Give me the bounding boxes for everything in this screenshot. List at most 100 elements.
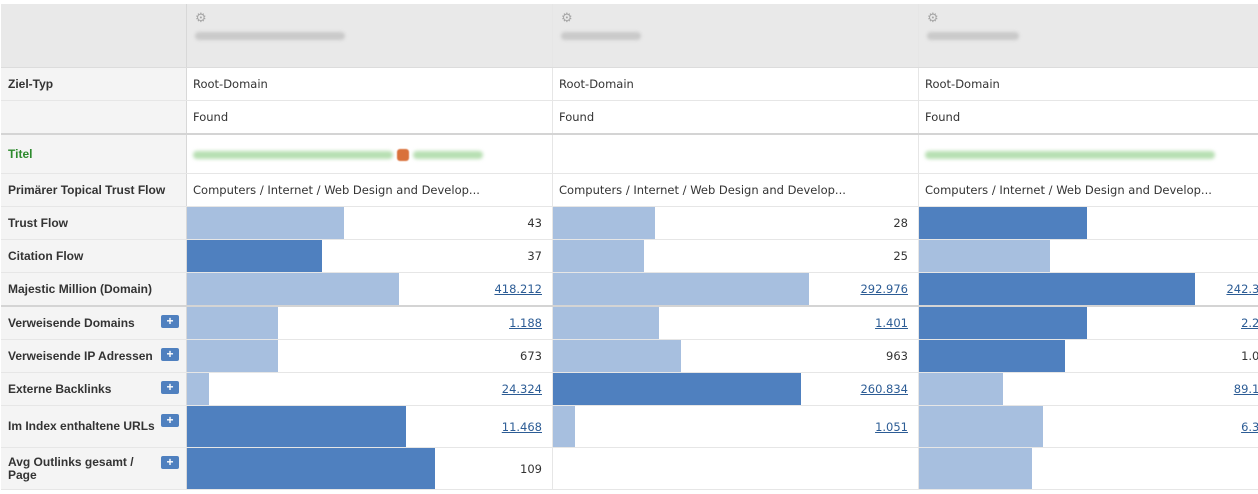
expand-plus-button[interactable]: + [161,414,179,427]
metric-value: 43 [527,216,542,230]
row-label: Titel [1,133,187,174]
metric-bar [919,448,1033,489]
domain-name-redacted[interactable] [195,32,345,40]
metric-cell: 89.149 [918,372,1258,406]
row-label-empty [1,100,187,135]
topical-value: Computers / Internet / Web Design and De… [552,173,919,207]
metric-link[interactable]: 11.468 [501,419,542,434]
metric-bar [187,340,279,372]
metric-cell: 50 [918,447,1258,490]
expand-plus-button[interactable]: + [161,315,179,328]
row-label: Citation Flow [1,239,187,273]
metric-bar [187,240,323,272]
row-label: Im Index enthaltene URLs [8,419,155,433]
expand-plus-button[interactable]: + [161,381,179,394]
row-label-cell: Externe Backlinks + [1,372,187,406]
row-primary-topical-trust-flow: Primärer Topical Trust Flow Computers / … [1,173,1258,207]
metric-value: 963 [886,349,908,363]
row-label: Majestic Million (Domain) [1,272,187,307]
metric-cell: 6.394 [918,405,1258,448]
title-value-empty [552,133,919,174]
metric-value: 37 [527,249,542,263]
row-majestic-million: Majestic Million (Domain) 418.212 292.97… [1,272,1258,307]
metric-cell: 1.188 [186,305,553,340]
ziel-typ-value: Root-Domain [552,67,919,101]
row-referring-ips: Verweisende IP Adressen + 673 963 1.095 [1,339,1258,373]
metric-link[interactable]: 1.401 [875,316,908,330]
metric-link[interactable]: 2.211 [1241,316,1258,330]
metric-bar [187,373,209,405]
metric-bar [919,207,1087,239]
status-value: Found [918,100,1258,135]
row-titel: Titel [1,133,1258,174]
domain-header-2: ⚙ [552,4,919,68]
metric-value: 1.095 [1241,349,1258,363]
metric-bar [919,240,1051,272]
metric-bar [919,373,1003,405]
metric-cell: 109 [186,447,553,490]
metric-cell: 1.095 [918,339,1258,373]
metric-link[interactable]: 292.976 [860,282,908,296]
row-label-cell: Im Index enthaltene URLs + [1,405,187,448]
metric-link[interactable]: 418.212 [494,282,542,296]
metric-cell: 418.212 [186,272,553,307]
metric-link[interactable]: 6.394 [1241,419,1258,434]
metric-link[interactable]: 242.332 [1226,282,1258,296]
domain-name-redacted[interactable] [927,32,1019,40]
metric-cell: 2.211 [918,305,1258,340]
metric-link[interactable]: 260.834 [860,382,908,396]
metric-bar [553,406,575,447]
metric-value: 673 [520,349,542,363]
gear-icon[interactable]: ⚙ [195,11,207,26]
metric-bar [553,307,659,339]
metric-cell: 36 [918,239,1258,273]
row-label-cell: Verweisende Domains + [1,305,187,340]
row-citation-flow: Citation Flow 37 25 36 [1,239,1258,273]
metric-bar [187,307,279,339]
redacted-text [413,150,483,159]
metric-cell: 43 [186,206,553,240]
row-status: Found Found Found [1,100,1258,135]
metric-bar [919,273,1195,305]
metric-cell: 11.468 [186,405,553,448]
topical-value: Computers / Internet / Web Design and De… [186,173,553,207]
row-label: Verweisende IP Adressen [8,349,153,363]
expand-plus-button[interactable]: + [161,348,179,361]
metric-bar [553,373,802,405]
row-trust-flow: Trust Flow 43 28 46 [1,206,1258,240]
metric-cell: 28 [552,206,919,240]
metric-cell: 46 [918,206,1258,240]
row-label-cell: Verweisende IP Adressen + [1,339,187,373]
metric-bar [919,307,1087,339]
topical-value: Computers / Internet / Web Design and De… [918,173,1258,207]
metric-link[interactable]: 1.051 [875,419,908,434]
domain-name-redacted[interactable] [561,32,641,40]
title-value-redacted [918,133,1258,174]
metric-cell: 292.976 [552,272,919,307]
metric-bar [187,207,344,239]
metric-bar [187,448,436,489]
title-value-redacted [186,133,553,174]
metric-cell [552,447,919,490]
metric-cell: 963 [552,339,919,373]
ziel-typ-value: Root-Domain [186,67,553,101]
metric-link[interactable]: 89.149 [1233,382,1258,396]
gear-icon[interactable]: ⚙ [561,11,573,26]
row-label: Primärer Topical Trust Flow [1,173,187,207]
expand-plus-button[interactable]: + [161,456,179,469]
row-external-backlinks: Externe Backlinks + 24.324 260.834 89.149 [1,372,1258,406]
redacted-text [193,150,393,159]
metric-bar [919,406,1044,447]
metric-bar [187,273,399,305]
metric-link[interactable]: 24.324 [501,382,542,396]
gear-icon[interactable]: ⚙ [927,11,939,26]
row-label: Trust Flow [1,206,187,240]
metric-cell: 1.401 [552,305,919,340]
metric-cell: 37 [186,239,553,273]
metric-value: 28 [893,216,908,230]
row-label: Externe Backlinks [8,382,112,396]
redacted-text [925,150,1215,159]
metric-link[interactable]: 1.188 [509,316,542,330]
row-avg-outlinks: Avg Outlinks gesamt / Page + 109 50 [1,447,1258,490]
metric-cell: 673 [186,339,553,373]
